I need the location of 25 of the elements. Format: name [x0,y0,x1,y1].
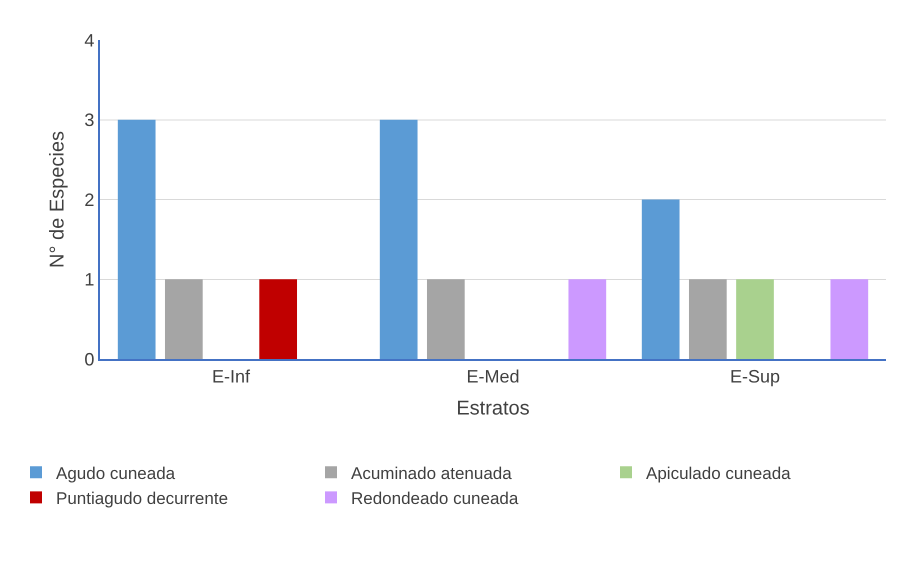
y-tick-label: 0 [84,349,94,370]
y-tick-label: 4 [84,30,94,50]
bar [164,279,203,359]
bar [736,279,774,359]
x-tick-label: E-Sup [730,366,780,387]
bar [568,279,606,359]
bar [426,279,465,359]
y-tick-label: 2 [84,190,94,210]
x-axis-title: Estratos [456,398,530,420]
y-axis-title: N° de Especies [46,131,68,268]
bar [118,120,156,359]
legend-label: Apiculado cuneada [646,464,792,483]
x-tick-label: E-Med [466,366,520,387]
x-tick-label: E-Inf [212,366,252,387]
legend-label: Agudo cuneada [56,464,176,483]
y-tick-label: 3 [84,110,94,130]
bar [642,200,680,359]
legend-label: Acuminado atenuada [351,464,512,483]
bar [830,279,868,359]
y-tick-label: 1 [84,270,94,290]
bar [688,279,727,359]
legend-label: Puntiagudo decurrente [56,488,228,508]
bar [380,120,418,359]
bar [259,279,298,359]
legend-label: Redondeado cuneada [351,488,519,508]
